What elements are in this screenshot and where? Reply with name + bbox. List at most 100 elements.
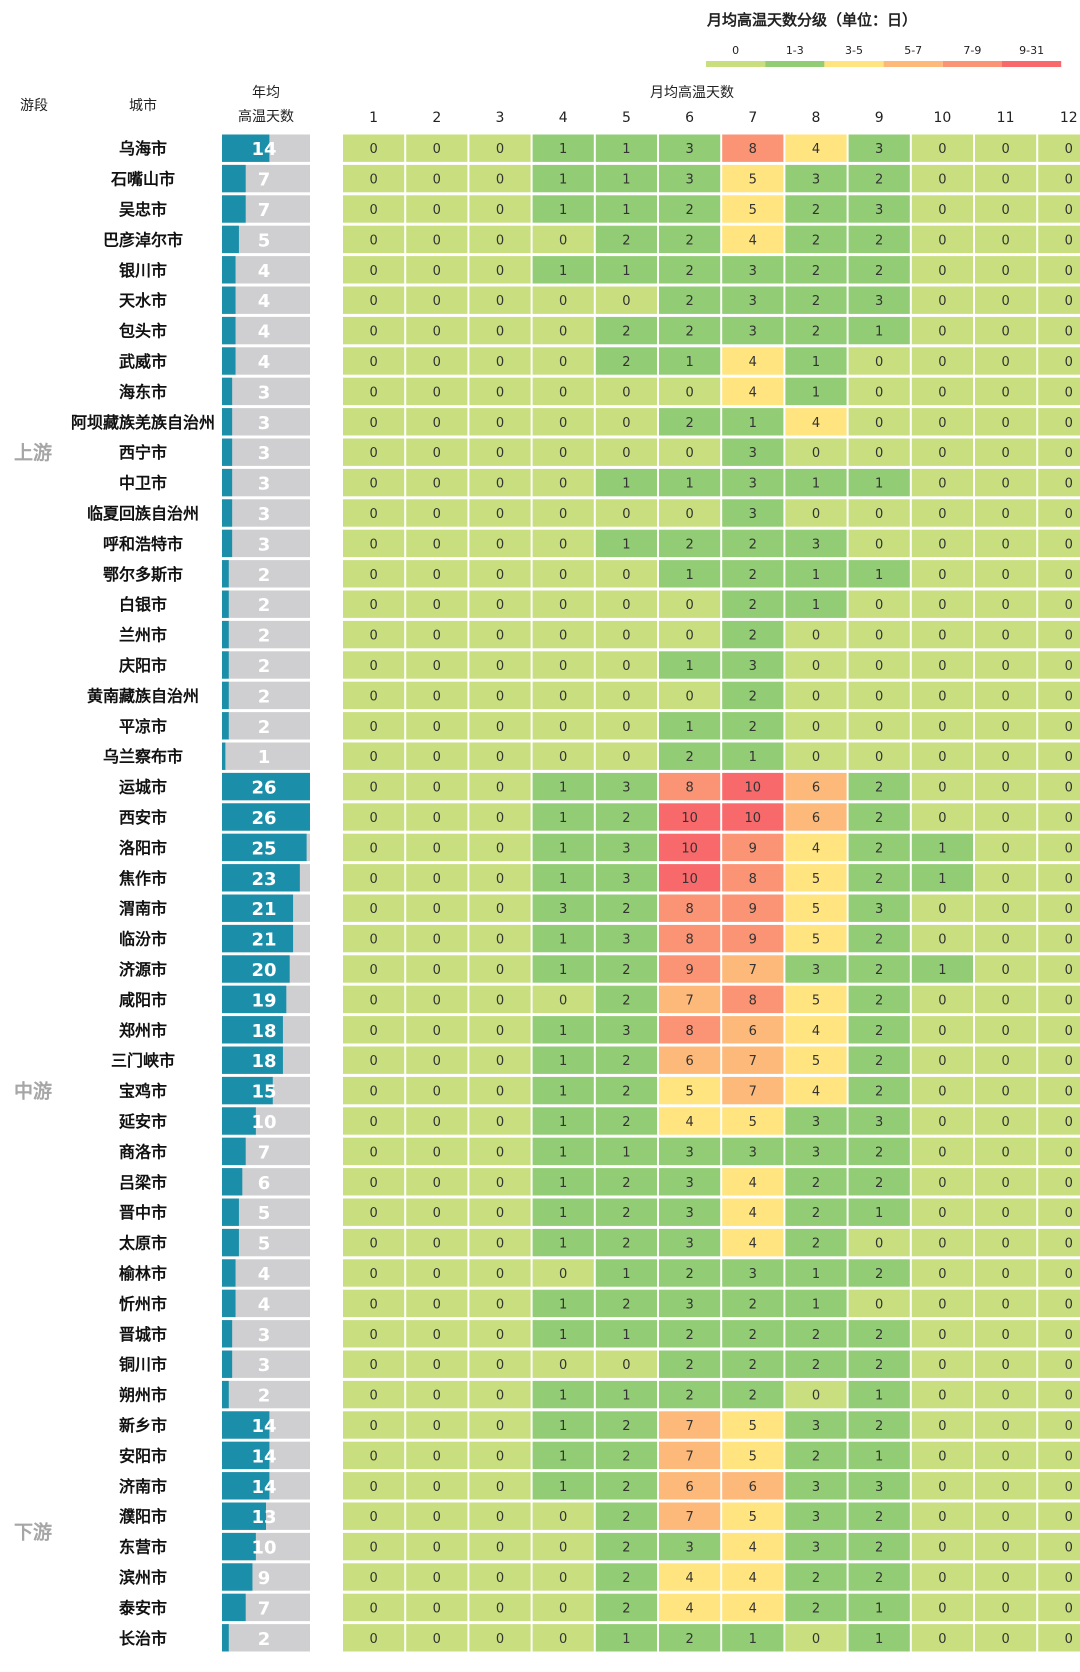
annual-bar-bg — [222, 620, 310, 649]
cell-value: 0 — [433, 416, 441, 431]
cell-value: 0 — [433, 1419, 441, 1434]
annual-bar-bg — [222, 590, 310, 618]
cell-value: 0 — [433, 233, 441, 248]
cell-value: 0 — [559, 477, 567, 492]
cell-value: 0 — [875, 507, 883, 522]
cell-value: 0 — [1001, 933, 1009, 948]
cell-value: 0 — [1001, 781, 1009, 796]
heat-cell — [406, 894, 468, 922]
heat-cell — [848, 256, 910, 284]
cell-value: 0 — [1065, 537, 1073, 552]
heat-cell — [406, 620, 468, 649]
cell-value: 0 — [433, 1237, 441, 1252]
cell-value: 1 — [559, 1237, 567, 1252]
heat-cell — [659, 1350, 721, 1378]
heat-cell — [975, 1563, 1037, 1591]
heat-cell — [722, 1532, 784, 1561]
cell-value: 0 — [1065, 1206, 1073, 1221]
cell-value: 4 — [812, 416, 820, 431]
annual-value: 26 — [251, 808, 276, 829]
cell-value: 0 — [496, 203, 504, 218]
cell-value: 0 — [1065, 841, 1073, 856]
heat-cell — [659, 894, 721, 922]
cell-value: 2 — [875, 1054, 883, 1069]
cell-value: 1 — [559, 264, 567, 279]
heat-cell — [532, 620, 594, 649]
heat-cell — [659, 1563, 721, 1591]
cell-value: 0 — [496, 781, 504, 796]
heat-cell — [595, 408, 657, 436]
heat-cell — [469, 1563, 531, 1591]
cell-value: 1 — [559, 1176, 567, 1191]
cell-value: 0 — [559, 1358, 567, 1373]
heat-cell — [469, 1411, 531, 1439]
heat-cell — [406, 651, 468, 679]
cell-value: 8 — [685, 902, 693, 917]
cell-value: 4 — [749, 1176, 757, 1191]
city-label: 铜川市 — [119, 1355, 167, 1374]
cell-value: 1 — [875, 1601, 883, 1616]
heat-cell — [659, 1107, 721, 1135]
cell-value: 0 — [1065, 720, 1073, 735]
legend-label: 5-7 — [904, 44, 922, 57]
heat-cell — [785, 1502, 847, 1530]
heat-cell — [975, 164, 1037, 193]
cell-value: 2 — [749, 1358, 757, 1373]
heat-cell — [595, 681, 657, 710]
cell-value: 0 — [1001, 385, 1009, 400]
cell-value: 1 — [749, 416, 757, 431]
heat-cell — [1038, 1228, 1080, 1257]
annual-value: 2 — [258, 565, 271, 586]
heat-cell — [1038, 377, 1080, 406]
heat-cell — [406, 1259, 468, 1287]
heat-cell — [469, 438, 531, 466]
cell-value: 0 — [433, 902, 441, 917]
heat-cell — [848, 134, 910, 162]
cell-value: 0 — [496, 872, 504, 887]
cell-value: 0 — [1001, 1145, 1009, 1160]
cell-value: 0 — [938, 750, 946, 765]
cell-value: 0 — [559, 689, 567, 704]
heat-cell — [469, 560, 531, 588]
heat-cell — [469, 742, 531, 770]
cell-value: 0 — [369, 537, 377, 552]
cell-value: 0 — [433, 1328, 441, 1343]
cell-value: 0 — [1001, 1024, 1009, 1039]
annual-bar — [222, 1350, 233, 1378]
cell-value: 0 — [496, 325, 504, 340]
heat-cell — [343, 1411, 405, 1439]
heat-cell — [406, 164, 468, 193]
cell-value: 1 — [622, 1389, 630, 1404]
annual-bar-bg — [222, 529, 310, 558]
heat-cell — [595, 1289, 657, 1318]
cell-value: 0 — [496, 1480, 504, 1495]
cell-value: 0 — [496, 1328, 504, 1343]
city-label: 包头市 — [119, 322, 167, 341]
heat-cell — [975, 924, 1037, 953]
month-header: 3 — [496, 110, 505, 126]
cell-value: 0 — [812, 659, 820, 674]
cell-value: 0 — [1065, 872, 1073, 887]
annual-bar — [222, 1411, 270, 1439]
cell-value: 1 — [559, 1145, 567, 1160]
heat-cell — [595, 1593, 657, 1622]
heat-cell — [659, 1380, 721, 1409]
heat-cell — [469, 164, 531, 193]
cell-value: 2 — [685, 203, 693, 218]
cell-value: 0 — [938, 264, 946, 279]
heat-cell — [595, 1472, 657, 1500]
table-row: 太原市 5 0 0 0 1 2 3 4 2 0 0 0 0 — [118, 1228, 1080, 1257]
heat-cell — [975, 1593, 1037, 1622]
heat-cell — [722, 833, 784, 862]
heat-cell — [659, 1289, 721, 1318]
heat-cell — [785, 1411, 847, 1439]
cell-value: 2 — [622, 1054, 630, 1069]
cell-value: 2 — [875, 993, 883, 1008]
cell-value: 0 — [369, 477, 377, 492]
heat-cell — [595, 468, 657, 497]
annual-bar-bg — [222, 1289, 310, 1318]
heat-cell — [595, 256, 657, 284]
cell-value: 1 — [559, 1449, 567, 1464]
cell-value: 2 — [749, 1389, 757, 1404]
heat-cell — [785, 651, 847, 679]
